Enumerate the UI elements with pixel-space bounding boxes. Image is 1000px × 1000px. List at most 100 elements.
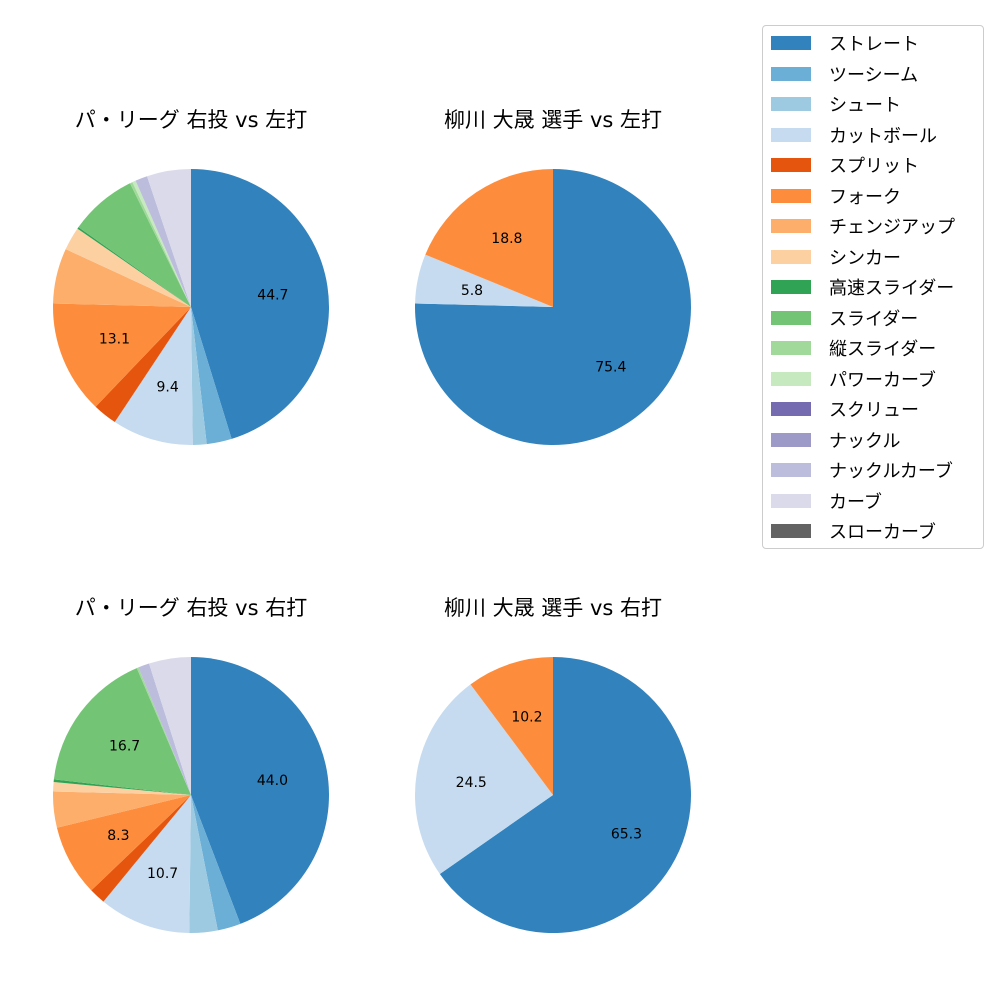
- pie-slice: [425, 169, 553, 307]
- legend-label: シュート: [829, 95, 901, 116]
- slice-label: 10.2: [511, 709, 542, 725]
- legend-entry: シュート: [771, 90, 901, 118]
- legend-label: パワーカーブ: [829, 369, 936, 391]
- chart-title-2: 柳川 大晟 選手 vs 左打: [443, 108, 663, 132]
- slice-label: 8.3: [107, 828, 129, 844]
- pie-slice: [78, 183, 191, 307]
- legend: ストレートツーシームシュートカットボール スプリットフォークチェンジアップシンカー…: [762, 25, 984, 549]
- legend-entry: スクリュー: [771, 395, 919, 423]
- pie-slice: [53, 791, 191, 828]
- slice-label: 24.5: [456, 775, 487, 791]
- slice-label: 10.7: [147, 866, 178, 882]
- legend-swatch: [771, 66, 811, 81]
- pie-slice: [189, 795, 218, 933]
- legend-label: スローカーブ: [829, 522, 936, 543]
- slice-label: 16.7: [109, 739, 140, 755]
- legend-entry: パワーカーブ: [771, 365, 936, 393]
- legend-label: カーブ: [829, 491, 882, 513]
- slice-label: 18.8: [491, 231, 522, 247]
- pie-slice: [136, 667, 191, 795]
- pie-slice: [439, 657, 691, 934]
- legend-swatch: [771, 188, 811, 203]
- chart-title-1: パ・リーグ 右投 vs 左打: [74, 108, 308, 132]
- legend-label: フォーク: [829, 186, 901, 208]
- legend-entry: ナックルカーブ: [771, 456, 953, 484]
- legend-label: ナックルカーブ: [829, 461, 953, 482]
- legend-entry: スローカーブ: [771, 517, 936, 545]
- legend-swatch: [771, 493, 811, 508]
- pie-slice: [149, 657, 191, 795]
- legend-swatch: [771, 463, 811, 477]
- slice-label: 9.4: [156, 379, 178, 395]
- pie-slice: [415, 684, 553, 874]
- legend-entry: スライダー: [771, 304, 918, 332]
- legend-swatch: [771, 402, 811, 416]
- slice-label: 13.1: [99, 332, 130, 348]
- pie-slice: [191, 307, 232, 445]
- legend-swatch: [771, 524, 811, 538]
- legend-swatch: [771, 371, 811, 386]
- legend-entry: フォーク: [771, 182, 901, 210]
- legend-label: スライダー: [829, 308, 919, 330]
- legend-entry: ツーシーム: [771, 60, 918, 88]
- legend-entry: カーブ: [771, 487, 882, 515]
- chart-title-3: パ・リーグ 右投 vs 右打: [74, 596, 308, 620]
- legend-entry: 高速スライダー: [771, 273, 954, 301]
- legend-swatch: [771, 36, 811, 50]
- pie-slice: [95, 307, 191, 423]
- pie-slice: [470, 657, 553, 795]
- legend-label: 縦スライダー: [829, 339, 937, 360]
- pie-slice: [191, 795, 241, 931]
- legend-label: ツーシーム: [829, 64, 919, 86]
- legend-label: ナックル: [829, 430, 901, 452]
- legend-swatch: [771, 219, 811, 233]
- slice-label: 5.8: [461, 283, 483, 299]
- pie-slice: [132, 180, 191, 307]
- pie-slice: [191, 307, 207, 445]
- legend-label: スクリュー: [829, 400, 919, 421]
- legend-label: シンカー: [829, 247, 901, 269]
- pie-slice: [138, 663, 191, 795]
- legend-swatch: [771, 97, 811, 111]
- pie-slice: [56, 795, 191, 891]
- legend-entry: ストレート: [771, 29, 919, 57]
- pie-slice: [91, 795, 191, 902]
- pie-slice: [129, 182, 191, 307]
- pie-slice: [135, 176, 191, 307]
- legend-entry: チェンジアップ: [771, 212, 955, 240]
- pie-slice: [53, 779, 192, 795]
- legend-label: ストレート: [829, 34, 919, 55]
- slice-label: 44.7: [257, 288, 288, 304]
- legend-entry: スプリット: [771, 151, 919, 179]
- legend-entry: カットボール: [771, 121, 937, 149]
- legend-entry: ナックル: [771, 426, 900, 454]
- legend-swatch: [771, 432, 811, 447]
- pie-slice: [53, 668, 191, 795]
- legend-label: スプリット: [829, 156, 919, 177]
- pie-slice: [53, 249, 191, 307]
- legend-entry: 縦スライダー: [771, 334, 936, 362]
- pie-slice: [191, 657, 330, 924]
- legend-label: カットボール: [829, 125, 937, 147]
- legend-swatch: [771, 310, 811, 325]
- slice-label: 65.3: [611, 826, 642, 842]
- legend-entry: シンカー: [771, 243, 901, 271]
- pie-slice: [114, 307, 193, 445]
- slice-label: 75.4: [595, 359, 626, 375]
- pie-slice: [103, 795, 191, 933]
- chart-title-4: 柳川 大晟 選手 vs 右打: [443, 596, 663, 620]
- legend-swatch: [771, 280, 811, 294]
- pie-slice: [53, 781, 192, 795]
- pie-slice: [191, 169, 329, 439]
- legend-swatch: [771, 158, 811, 172]
- pie-slice: [65, 228, 191, 307]
- legend-label: 高速スライダー: [829, 278, 955, 299]
- legend-swatch: [771, 249, 811, 264]
- pie-slice: [147, 169, 191, 307]
- pie-slice: [415, 254, 553, 307]
- legend-swatch: [771, 341, 811, 355]
- pie-slice: [77, 227, 191, 307]
- slice-label: 44.0: [257, 773, 288, 789]
- legend-swatch: [771, 127, 811, 142]
